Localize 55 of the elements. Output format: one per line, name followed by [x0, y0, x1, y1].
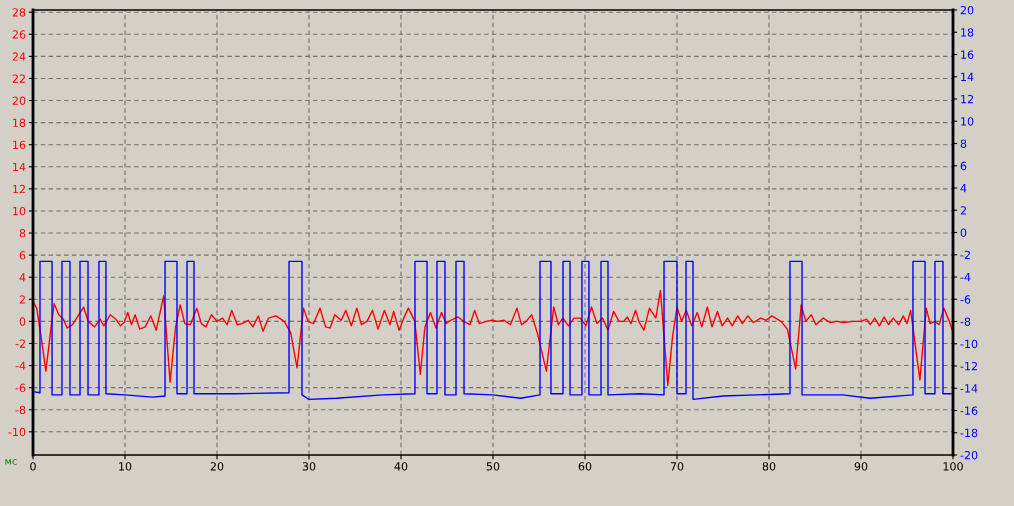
y2-tick-label: -14 — [960, 384, 978, 393]
x-tick-label: 50 — [486, 462, 500, 471]
y-tick-label: 8 — [19, 229, 26, 238]
y2-tick-label: 6 — [960, 161, 967, 171]
x-tick-label: 40 — [394, 462, 408, 471]
y-tick-label: 16 — [13, 140, 26, 150]
x-tick-label: 90 — [854, 462, 868, 471]
y2-tick-label: 8 — [960, 139, 967, 148]
y-tick-label: 14 — [13, 162, 26, 172]
y-tick-label: 4 — [19, 273, 26, 282]
y2-tick-label: 20 — [960, 5, 974, 15]
y2-tick-label: -6 — [960, 295, 971, 304]
y2-tick-label: 2 — [960, 206, 966, 215]
y2-tick-label: -18 — [960, 428, 978, 438]
y-tick-label: 10 — [13, 206, 26, 216]
x-axis-title: мс — [5, 459, 17, 465]
y2-tick-label: -4 — [960, 273, 971, 282]
y-tick-label: -10 — [8, 427, 26, 437]
line-series — [33, 289, 953, 387]
y2-tick-label: -12 — [960, 361, 977, 371]
y2-tick-label: 12 — [961, 94, 973, 104]
y2-tick-label: 14 — [961, 72, 974, 81]
y-tick-label: 24 — [12, 52, 26, 61]
y-tick-label: 2 — [19, 295, 25, 304]
line-series — [33, 260, 953, 401]
y-tick-label: 12 — [13, 184, 25, 194]
x-tick-label: 30 — [302, 462, 316, 471]
y2-tick-label: -8 — [960, 317, 971, 326]
y-tick-label: 20 — [12, 96, 26, 105]
x-tick-label: 0 — [30, 462, 36, 471]
y-tick-label: -8 — [15, 405, 26, 415]
x-tick-label: 80 — [762, 462, 776, 471]
y-tick-label: 22 — [12, 74, 25, 83]
x-tick-label: 70 — [670, 462, 684, 471]
x-tick-label: 100 — [943, 462, 963, 471]
y-tick-label: 26 — [12, 30, 26, 39]
y-tick-label: 28 — [12, 8, 26, 17]
x-tick-label: 60 — [578, 462, 592, 471]
y-tick-label: -2 — [15, 339, 25, 348]
y-tick-label: 6 — [19, 251, 26, 260]
y2-tick-label: 0 — [960, 228, 967, 237]
x-tick-label: 20 — [210, 462, 224, 471]
y2-tick-label: -2 — [960, 250, 970, 259]
y-tick-label: 0 — [19, 317, 26, 326]
x-tick-label: 10 — [119, 462, 132, 471]
y2-tick-label: 16 — [961, 50, 974, 59]
y2-tick-label: -10 — [960, 339, 978, 349]
y2-tick-label: -16 — [960, 406, 978, 415]
y-tick-label: -6 — [15, 383, 26, 393]
y2-tick-label: 4 — [960, 184, 967, 193]
y-tick-label: -4 — [15, 361, 26, 370]
y2-tick-label: 18 — [961, 28, 974, 37]
y2-tick-label: -20 — [960, 450, 978, 460]
y-tick-label: 18 — [13, 118, 26, 128]
y2-tick-label: 10 — [961, 117, 974, 126]
